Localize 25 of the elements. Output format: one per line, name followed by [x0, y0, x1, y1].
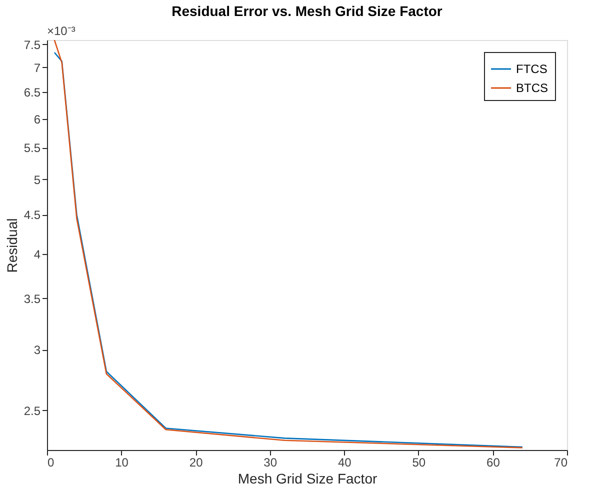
x-tick-label: 30	[264, 456, 278, 470]
y-tick-label: 6	[34, 112, 41, 126]
y-tick-label: 5.5	[24, 141, 41, 156]
legend-label: FTCS	[516, 62, 548, 76]
x-axis-title: Mesh Grid Size Factor	[238, 470, 378, 486]
x-tick-label: 20	[189, 456, 204, 470]
text: ×10⁻³	[47, 24, 76, 38]
y-tick-label: 6.5	[24, 86, 41, 100]
x-tick-label: 50	[412, 456, 426, 470]
x-tick-label: 60	[486, 456, 500, 470]
x-tick-label: 10	[115, 456, 129, 470]
y-tick-label: 7	[34, 60, 41, 75]
x-tick-label: 0	[48, 456, 54, 470]
y-tick-label: 7.5	[24, 38, 41, 52]
chart-title: Residual Error vs. Mesh Grid Size Factor	[172, 3, 443, 19]
y-axis-title: Residual	[4, 218, 20, 273]
y-tick-label: 4	[34, 247, 41, 262]
y-tick-label: 3.5	[24, 292, 41, 306]
y-tick-label: 3	[34, 343, 41, 358]
x-tick-label: 40	[338, 456, 352, 470]
y-tick-label: 2.5	[24, 404, 41, 418]
x-tick-label: 70	[554, 456, 568, 470]
legend-label: BTCS	[516, 81, 548, 95]
y-tick-label: 5	[34, 172, 41, 187]
y-tick-label: 4.5	[24, 208, 41, 222]
